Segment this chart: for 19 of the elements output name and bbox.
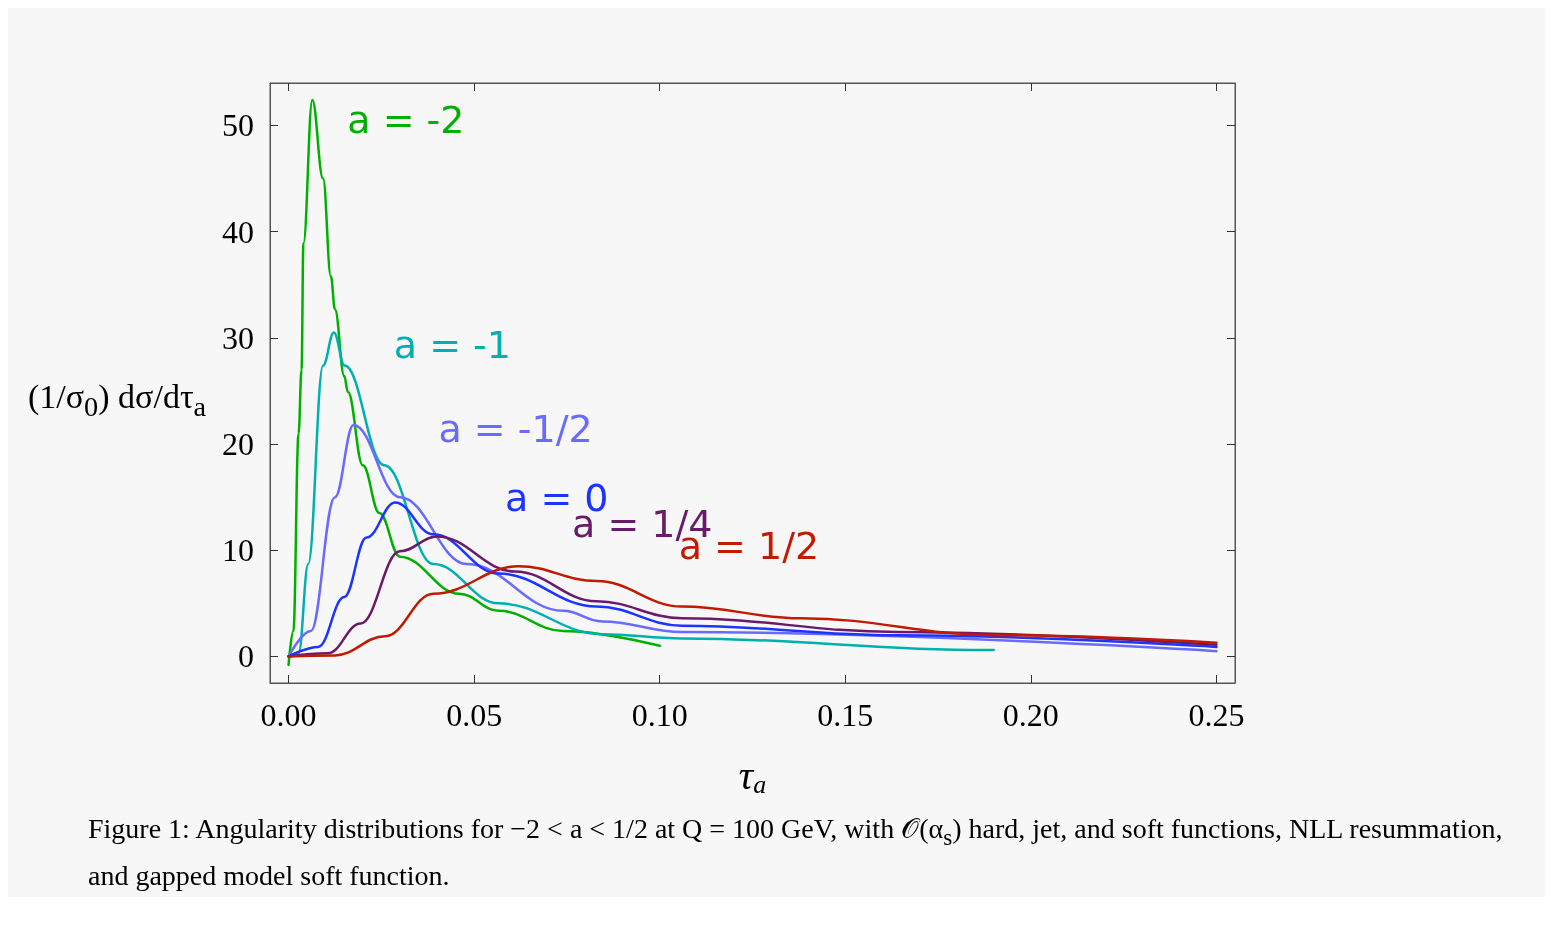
y-tick-label: 20	[222, 426, 254, 463]
x-tick-label: 0.20	[1002, 697, 1059, 733]
y-tick-label: 10	[222, 532, 254, 569]
x-tick-label: 0.10	[631, 697, 688, 733]
line-series	[287, 564, 1218, 658]
x-tick-label: 0.05	[446, 697, 503, 733]
y-axis-title: (1/σ$_{0}$) dσ/dτ$_{a}$	[28, 378, 207, 423]
x-tick-label: 0.00	[260, 697, 317, 733]
y-tick-label: 40	[222, 213, 254, 250]
series-label: a = -1/2	[438, 406, 593, 451]
series-label: a = -1	[393, 322, 512, 367]
text: Figure 1: Angularity distributions for −2 < a < 1/2 at Q = 100 GeV, with 𝒪(α$_{s}$) hard, jet, and soft functions, NLL resummation, and gapped model soft function.	[88, 813, 1503, 891]
x-tick-label: 0.25	[1188, 697, 1245, 733]
x-tick-label: 0.15	[817, 697, 874, 733]
y-tick-label: 30	[222, 319, 254, 356]
y-tick-label: 0	[238, 638, 254, 675]
series-label: a = -2	[347, 97, 465, 142]
x-axis-title: τa	[738, 752, 767, 799]
y-tick-label: 50	[222, 107, 254, 144]
